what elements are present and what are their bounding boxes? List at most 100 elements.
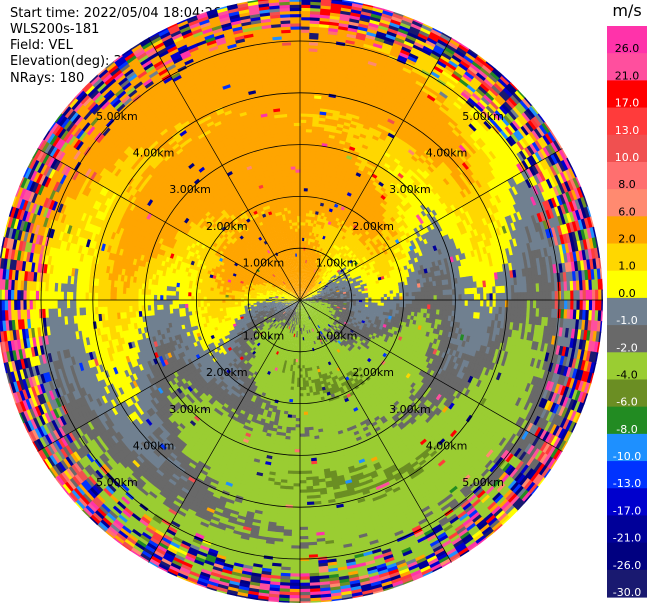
range-gate [300, 218, 304, 223]
range-gate [309, 160, 316, 165]
range-gate [300, 41, 311, 46]
range-gate [304, 169, 310, 173]
range-gate [300, 94, 309, 99]
range-gate [303, 203, 308, 207]
range-gate [302, 234, 305, 238]
range-gate [311, 125, 319, 131]
range-gate [300, 16, 312, 21]
range-gate [312, 122, 320, 127]
instrument-label: WLS200s-181 [10, 22, 100, 37]
range-gate [300, 162, 306, 167]
range-gate [303, 253, 306, 257]
range-gate [310, 147, 317, 152]
range-gate [601, 289, 603, 302]
range-gate [300, 284, 302, 288]
range-gate [312, 175, 318, 181]
range-gate [317, 132, 325, 137]
range-gate [300, 159, 306, 164]
range-gate [305, 215, 310, 220]
range-gate [307, 94, 316, 99]
range-gate [300, 290, 302, 294]
range-gate [300, 22, 311, 27]
range-gate [304, 234, 308, 239]
range-gate [300, 234, 303, 238]
range-gate [312, 182, 317, 187]
range-gate [310, 0, 323, 3]
range-gate [303, 184, 309, 189]
range-gate [309, 16, 321, 22]
range-gate [308, 60, 318, 65]
range-gate [300, 0, 312, 2]
range-gate [313, 169, 319, 174]
range-gate [300, 26, 311, 30]
range-gate [300, 47, 310, 52]
range-gate [600, 278, 603, 291]
range-gate [300, 29, 311, 33]
range-gate [300, 50, 310, 55]
range-gate [311, 138, 318, 143]
range-gate [311, 132, 319, 137]
range-gate [312, 179, 318, 184]
range-gate [601, 300, 603, 312]
range-gate [300, 82, 309, 86]
range-gate [300, 190, 305, 195]
range-gate [300, 231, 303, 235]
range-gate [305, 212, 310, 217]
range-gate [300, 88, 309, 92]
range-gate [312, 119, 320, 124]
range-gate [300, 256, 302, 260]
range-gate [304, 156, 311, 161]
range-gate [314, 157, 321, 162]
range-gate [300, 35, 311, 40]
range-gate [300, 172, 305, 176]
range-gate [307, 72, 317, 77]
range-gate [300, 72, 309, 77]
range-gate [316, 135, 324, 141]
range-gate [313, 166, 320, 171]
range-gate [300, 287, 301, 291]
range-gate [307, 88, 316, 93]
range-gate [305, 243, 309, 248]
range-gate [310, 7, 322, 12]
nrays-label: NRays: 180 [10, 71, 85, 86]
range-gate [306, 231, 310, 236]
range-gate [300, 212, 304, 217]
range-gate [303, 187, 309, 192]
range-gate [308, 181, 313, 186]
range-gate [302, 274, 304, 279]
range-gate [600, 310, 603, 323]
range-gate [301, 256, 304, 260]
range-gate [300, 4, 312, 9]
range-gate [300, 165, 306, 170]
range-gate [309, 29, 321, 34]
range-gate [307, 69, 318, 74]
range-gate [305, 222, 309, 226]
range-gate [308, 63, 318, 68]
range-gate [300, 1, 312, 5]
range-gate [300, 128, 307, 133]
range-gate [306, 197, 312, 202]
range-gate [305, 131, 313, 136]
range-gate [301, 287, 302, 291]
range-gate [300, 287, 302, 291]
range-gate [309, 35, 320, 40]
range-gate [302, 262, 305, 266]
range-gate [300, 125, 307, 130]
range-gate [300, 181, 305, 186]
range-gate [303, 197, 308, 201]
range-gate [310, 153, 316, 158]
range-gate [303, 243, 307, 248]
range-gate [316, 141, 323, 147]
range-gate [318, 117, 327, 122]
range-gate [304, 237, 307, 242]
range-gate [312, 116, 320, 121]
field-label: Field: VEL [10, 38, 73, 53]
range-gate [304, 172, 310, 176]
range-gate [304, 159, 311, 164]
range-gate [302, 221, 306, 226]
range-gate [300, 100, 308, 105]
range-gate [304, 231, 308, 236]
range-gate [308, 44, 319, 49]
range-gate [302, 215, 307, 220]
range-gate [313, 172, 319, 177]
